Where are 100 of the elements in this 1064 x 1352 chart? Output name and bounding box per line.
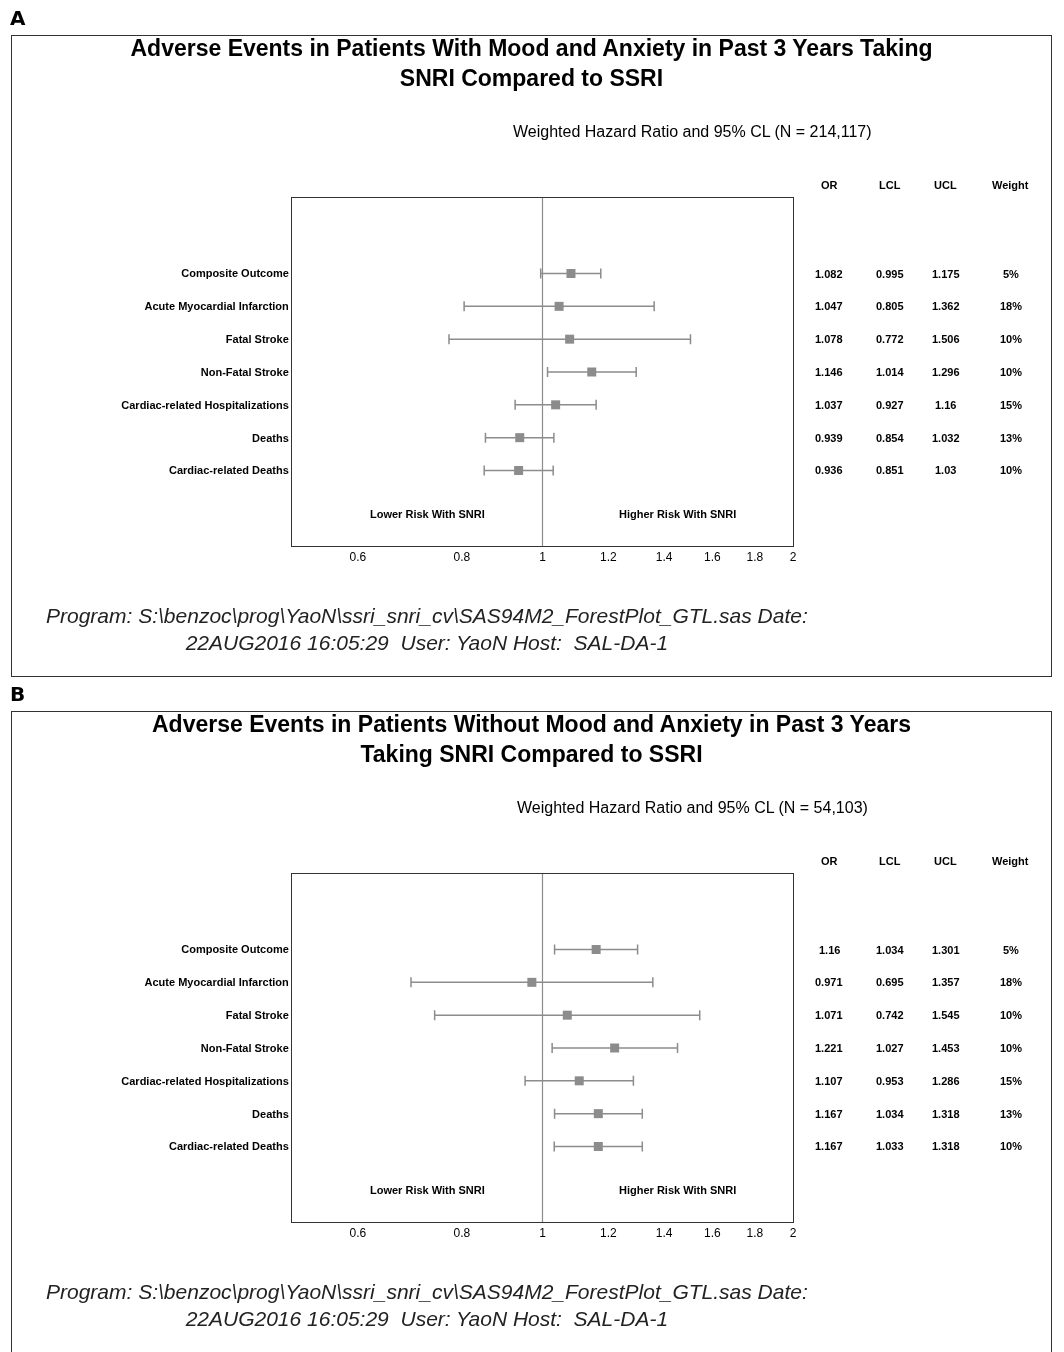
- y-tick-label: Composite Outcome: [181, 943, 289, 956]
- text: 1.034: [876, 944, 905, 956]
- text: UCL: [934, 179, 957, 191]
- text: 15%: [1000, 399, 1023, 411]
- x-tick-label: 2: [789, 550, 797, 565]
- x-tick-label: 1.8: [746, 1226, 764, 1241]
- text: 13%: [1000, 432, 1023, 444]
- y-tick-label: Cardiac-related Deaths: [168, 1140, 289, 1153]
- text: 1.175: [932, 268, 960, 280]
- x-tick-label: 1.6: [704, 550, 722, 565]
- x-tick-label: 0.8: [453, 1226, 471, 1241]
- text: 1.301: [932, 944, 960, 956]
- data-label: 1.107: [815, 1075, 843, 1087]
- text: 0.927: [876, 399, 904, 411]
- point: [554, 301, 564, 311]
- y-tick-label: Non-Fatal Stroke: [200, 365, 289, 378]
- data-label: 1.082: [815, 268, 843, 280]
- y-tick-label: Fatal Stroke: [225, 1009, 289, 1022]
- point: [593, 1141, 603, 1151]
- text: 1.318: [932, 1108, 960, 1120]
- text: Lower Risk With SNRI: [370, 508, 485, 520]
- chart-subtitle: Weighted Hazard Ratio and 95% CL (N = 214,117): [513, 123, 872, 140]
- point: [574, 1076, 584, 1086]
- point: [566, 269, 576, 279]
- text: A: [10, 6, 26, 30]
- text: 5%: [1003, 268, 1020, 280]
- point: [610, 1043, 620, 1053]
- text: 18%: [1000, 300, 1023, 312]
- text: 10%: [1000, 333, 1023, 345]
- text: Program: S:\benzoc\prog\YaoN\ssri_snri_cv\SAS94M2_ForestPlot_GTL.sas Date: 22AUG2016 16:05:29 User: YaoN Host: SAL-DA-1: [46, 604, 808, 655]
- text: 1.033: [876, 1140, 904, 1152]
- text: 1.506: [932, 333, 960, 345]
- y-tick-label: Cardiac-related Hospitalizations: [121, 398, 289, 411]
- point: [551, 400, 561, 410]
- text: UCL: [934, 855, 957, 867]
- text: 1.362: [932, 300, 960, 312]
- y-tick-label: Deaths: [252, 1107, 289, 1120]
- text: OR: [821, 179, 838, 191]
- text: 1.032: [932, 432, 960, 444]
- text: 0.695: [876, 976, 904, 988]
- text: Weight: [992, 855, 1029, 867]
- text: 1.318: [932, 1140, 960, 1152]
- data-label: 0.936: [815, 464, 843, 476]
- data-label: 1.078: [815, 333, 843, 345]
- chart-title: Adverse Events in Patients With Mood and Anxiety in Past 3 Years Taking SNRI Compared to SSRI: [130, 35, 933, 91]
- x-tick-label: 2: [789, 1226, 797, 1241]
- text: 0.851: [876, 464, 904, 476]
- text: 1.453: [932, 1042, 960, 1054]
- y-tick-label: Deaths: [252, 431, 289, 444]
- text: Lower Risk With SNRI: [370, 1184, 485, 1196]
- text: 10%: [1000, 1140, 1023, 1152]
- text: 0.953: [876, 1075, 904, 1087]
- data-label: 1.221: [815, 1042, 843, 1054]
- y-tick-label: Cardiac-related Hospitalizations: [121, 1074, 289, 1087]
- data-label: 1.146: [815, 366, 843, 378]
- point: [515, 433, 525, 443]
- data-label: 1.071: [815, 1009, 843, 1021]
- text: 0.854: [876, 432, 905, 444]
- text: 0.742: [876, 1009, 904, 1021]
- text: 1.545: [932, 1009, 960, 1021]
- text: 1.296: [932, 366, 960, 378]
- text: 1.03: [935, 464, 957, 476]
- text: 0.805: [876, 300, 904, 312]
- point: [514, 465, 524, 475]
- text: LCL: [879, 855, 901, 867]
- y-tick-label: Non-Fatal Stroke: [200, 1041, 289, 1054]
- y-tick-label: Composite Outcome: [181, 267, 289, 280]
- data-label: 1.167: [815, 1140, 843, 1152]
- data-label: 0.971: [815, 976, 843, 988]
- point: [593, 1109, 603, 1119]
- chart-subtitle: Weighted Hazard Ratio and 95% CL (N = 54,103): [517, 799, 868, 816]
- text: 10%: [1000, 366, 1023, 378]
- x-tick-label: 1.4: [655, 550, 673, 565]
- text: 1.286: [932, 1075, 960, 1087]
- x-tick-label: 1.6: [704, 1226, 722, 1241]
- data-label: 1.167: [815, 1108, 843, 1120]
- text: 1.014: [876, 366, 905, 378]
- text: 13%: [1000, 1108, 1023, 1120]
- data-label: 1.16: [819, 944, 841, 956]
- x-tick-label: 1.4: [655, 1226, 673, 1241]
- text: Program: S:\benzoc\prog\YaoN\ssri_snri_cv\SAS94M2_ForestPlot_GTL.sas Date: 22AUG2016 16:05:29 User: YaoN Host: SAL-DA-1: [46, 1280, 808, 1331]
- text: 1.357: [932, 976, 960, 988]
- text: 1.034: [876, 1108, 905, 1120]
- text: 18%: [1000, 976, 1023, 988]
- x-tick-label: 1.2: [600, 1226, 618, 1241]
- text: 10%: [1000, 1009, 1023, 1021]
- x-tick-label: 0.6: [349, 550, 367, 565]
- y-tick-label: Fatal Stroke: [225, 333, 289, 346]
- point: [565, 334, 575, 344]
- text: 0.995: [876, 268, 904, 280]
- x-tick-label: 1: [539, 1226, 547, 1241]
- x-tick-label: 0.6: [349, 1226, 367, 1241]
- x-tick-label: 1.2: [600, 550, 618, 565]
- x-tick-label: 0.8: [453, 550, 471, 565]
- chart-title: Adverse Events in Patients Without Mood and Anxiety in Past 3 Years Taking SNRI Compared to SSRI: [152, 711, 911, 767]
- x-tick-label: 1: [539, 550, 547, 565]
- text: B: [10, 682, 26, 706]
- text: Higher Risk With SNRI: [619, 508, 737, 520]
- text: 10%: [1000, 464, 1023, 476]
- text: 0.772: [876, 333, 904, 345]
